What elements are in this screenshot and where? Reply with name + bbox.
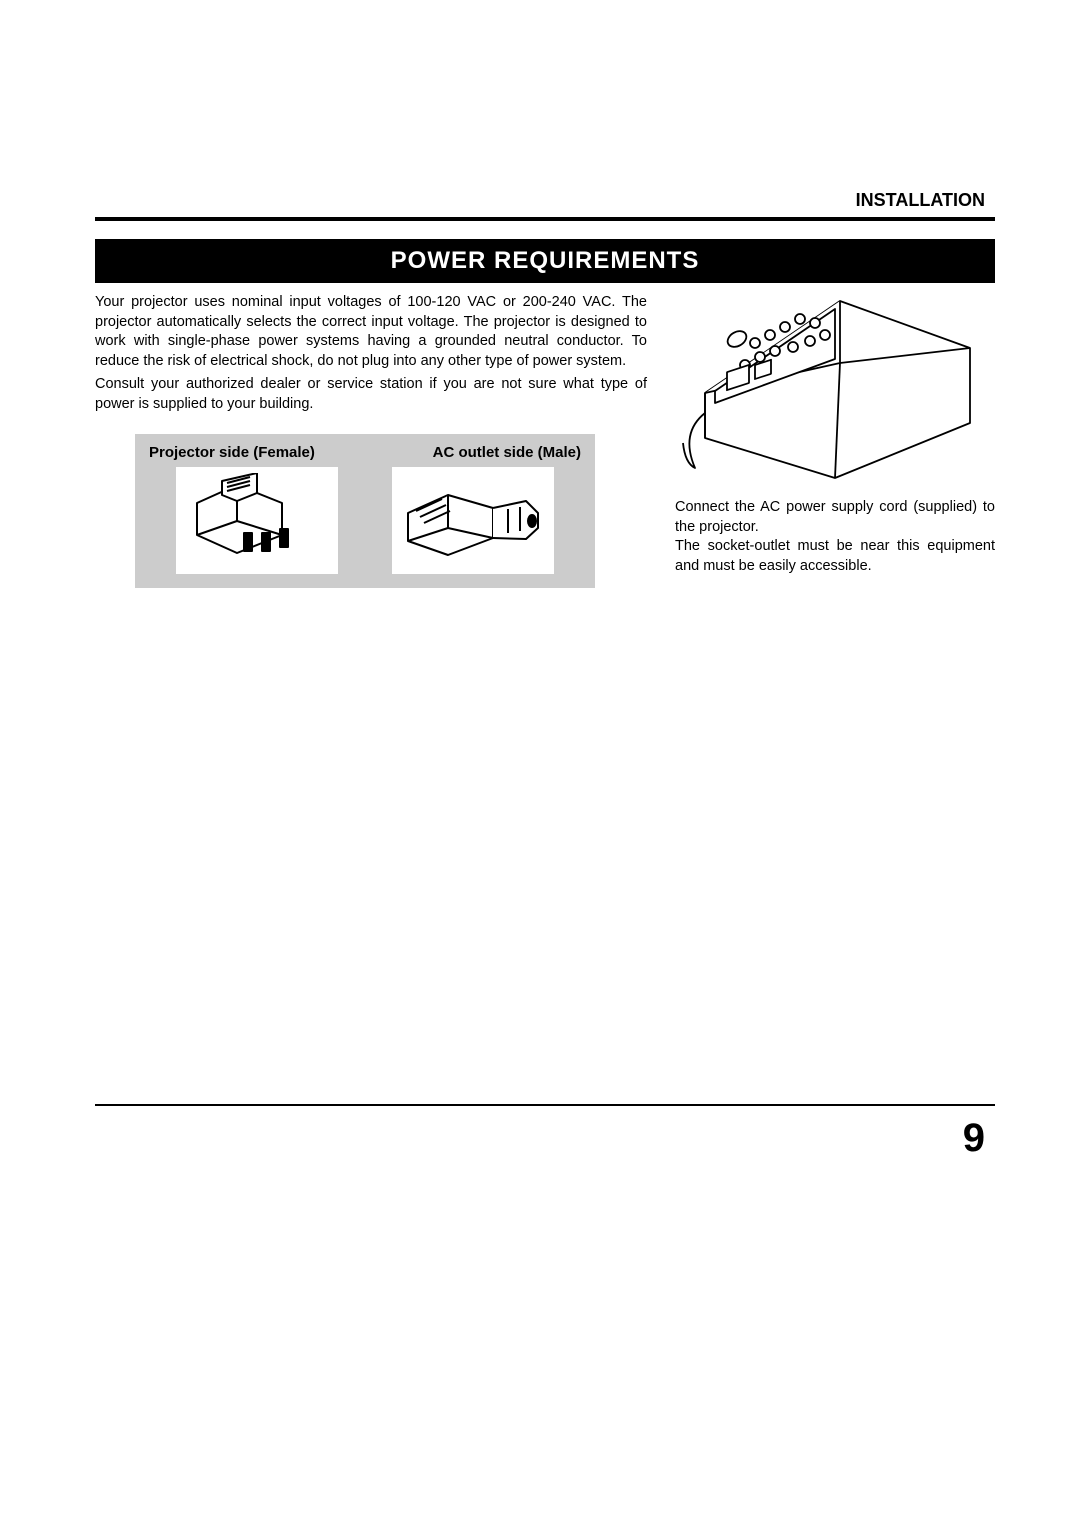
connector-label-male: AC outlet side (Male) [433, 444, 581, 461]
footer-rule [95, 1104, 995, 1106]
male-plug-illustration [392, 467, 554, 574]
caption-line-2: The socket-outlet must be near this equi… [675, 537, 995, 576]
section-header: INSTALLATION [95, 190, 995, 211]
body-paragraph-2: Consult your authorized dealer or servic… [95, 375, 647, 414]
connector-box: Projector side (Female) AC outlet side (… [135, 434, 595, 588]
header-rule [95, 217, 995, 221]
right-column: Connect the AC power supply cord (suppli… [675, 293, 995, 588]
connector-label-female: Projector side (Female) [149, 444, 315, 461]
body-paragraph-1: Your projector uses nominal input voltag… [95, 293, 647, 371]
projector-illustration [675, 293, 975, 483]
caption-line-1: Connect the AC power supply cord (suppli… [675, 498, 995, 537]
left-column: Your projector uses nominal input voltag… [95, 293, 647, 588]
title-bar: POWER REQUIREMENTS [95, 239, 995, 283]
female-plug-illustration [176, 467, 338, 574]
page-number: 9 [963, 1116, 985, 1161]
